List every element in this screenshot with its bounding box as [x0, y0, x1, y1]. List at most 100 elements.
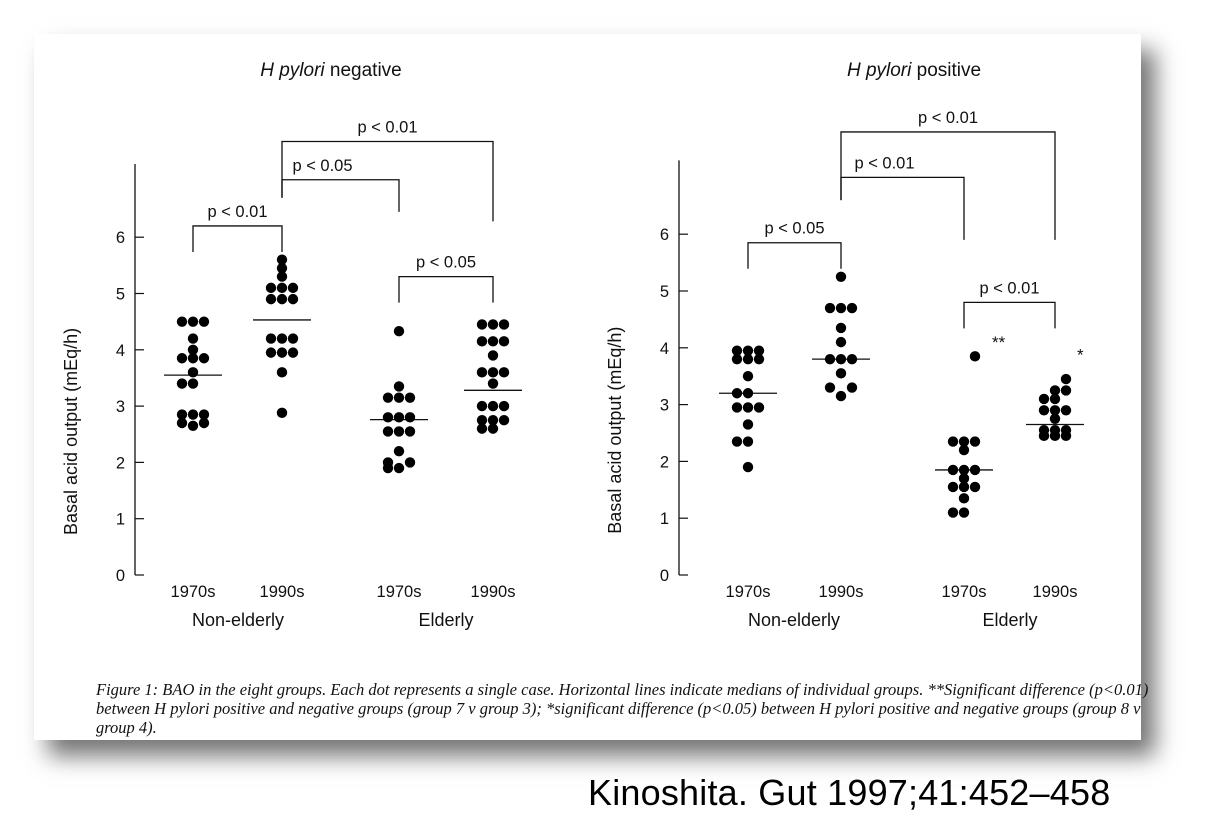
data-point	[198, 409, 210, 420]
data-point	[187, 344, 199, 355]
data-point	[276, 347, 288, 358]
data-point	[487, 423, 499, 434]
significance-annotation: *	[1077, 345, 1084, 364]
data-point	[958, 481, 970, 493]
data-point	[404, 426, 416, 437]
data-point	[1049, 413, 1061, 424]
y-tick-label: 6	[660, 226, 669, 244]
significance-bracket	[192, 225, 283, 252]
panel-positive: H pylori positive 0 1 2 3 4 5 6 Basal acid outpu…	[605, 60, 1084, 630]
y-tick-label: 2	[116, 454, 125, 472]
data-point	[1060, 405, 1072, 416]
y-tick-label: 3	[116, 398, 125, 416]
figure-card: H pylori negative 0 1 2 3 4 5 6 Basal acid outpu…	[34, 34, 1148, 740]
data-point	[176, 353, 188, 364]
y-axis-label: Basal acid output (mEq/h)	[61, 328, 81, 535]
data-point	[742, 345, 754, 356]
citation: Kinoshita. Gut 1997;41:452–458	[588, 772, 1111, 813]
data-point	[393, 445, 405, 457]
data-point	[176, 378, 188, 389]
data-point	[487, 336, 499, 347]
data-point	[287, 333, 299, 344]
data-point	[404, 392, 416, 403]
data-point	[1049, 393, 1061, 405]
data-point	[198, 316, 210, 327]
data-point	[947, 507, 959, 518]
x-category-label: 1990s	[260, 583, 305, 601]
data-point	[276, 254, 288, 265]
data-point	[1038, 430, 1050, 442]
data-point	[742, 353, 754, 365]
data-point	[176, 316, 188, 327]
data-point	[382, 392, 394, 403]
data-point	[824, 353, 836, 365]
y-tick-label: 4	[660, 340, 669, 358]
data-point	[176, 417, 188, 429]
data-point	[198, 417, 210, 429]
x-category-label: 1990s	[471, 583, 516, 601]
data-point	[487, 350, 499, 361]
data-point	[958, 464, 970, 476]
x-category-label: 1970s	[377, 583, 422, 601]
data-point	[969, 436, 981, 447]
panel-title: H pylori negative	[260, 60, 402, 81]
data-point	[187, 409, 199, 420]
data-point	[498, 414, 510, 426]
data-point	[187, 367, 199, 378]
data-point	[287, 282, 299, 294]
significance-bracket	[747, 242, 842, 269]
x-category-label: 1970s	[726, 583, 771, 601]
data-point	[1038, 405, 1050, 416]
data-point	[824, 302, 836, 314]
data-point	[835, 390, 847, 402]
data-point	[958, 507, 970, 518]
data-point	[1049, 405, 1061, 416]
data-point	[265, 347, 277, 358]
data-point	[1060, 430, 1072, 442]
panel-title-rest: positive	[911, 60, 981, 81]
y-tick-label: 6	[116, 229, 125, 247]
data-point	[498, 336, 510, 347]
bracket-label: p < 0.01	[854, 154, 914, 172]
y-tick-label: 0	[660, 567, 669, 585]
caption-sig1: **Significant difference (p<0.01) betwee…	[96, 680, 1149, 718]
data-point	[753, 353, 765, 365]
data-point	[393, 412, 405, 423]
bracket-label: p < 0.05	[416, 254, 476, 272]
data-point	[958, 444, 970, 456]
data-point	[958, 436, 970, 447]
data-point	[947, 436, 959, 447]
data-point	[287, 293, 299, 305]
data-point	[198, 353, 210, 364]
data-point	[742, 419, 754, 430]
significance-bracket	[840, 176, 965, 240]
data-point	[1049, 385, 1061, 396]
x-category-label: 1990s	[1033, 583, 1078, 601]
data-point	[835, 302, 847, 314]
data-point	[393, 462, 405, 474]
y-tick-label: 1	[116, 511, 125, 529]
data-point	[404, 457, 416, 468]
x-category-label: 1990s	[819, 583, 864, 601]
significance-bracket	[963, 301, 1056, 329]
data-point	[487, 414, 499, 426]
data-point	[1060, 385, 1072, 396]
y-tick-label: 1	[660, 510, 669, 528]
data-point	[287, 347, 299, 358]
data-point	[187, 333, 199, 344]
significance-bracket	[281, 179, 400, 212]
data-point	[476, 400, 488, 412]
data-point	[382, 426, 394, 437]
data-point	[731, 436, 743, 447]
data-point	[476, 336, 488, 347]
significance-bracket	[398, 275, 494, 303]
significance-annotation: **	[992, 333, 1006, 352]
data-point	[393, 326, 405, 337]
data-point	[947, 464, 959, 476]
data-point	[276, 333, 288, 344]
data-point	[276, 293, 288, 305]
data-point	[498, 319, 510, 330]
x-group-label: Non-elderly	[192, 610, 284, 630]
data-point	[1060, 373, 1072, 385]
data-point	[947, 481, 959, 493]
